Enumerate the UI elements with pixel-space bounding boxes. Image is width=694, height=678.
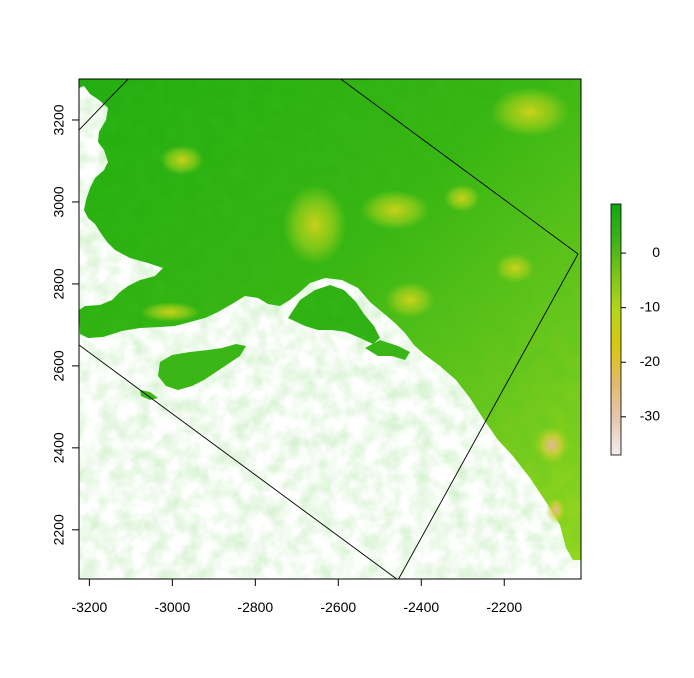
highland-yellow-2 <box>360 190 430 230</box>
terrain-texture <box>79 79 581 579</box>
boundary-line-west-top <box>79 79 129 131</box>
y-tick-label: 3000 <box>51 186 67 217</box>
x-tick-label: -3200 <box>71 599 107 615</box>
x-tick-label: -2200 <box>486 599 522 615</box>
y-axis: 2200 2400 2600 2800 3000 3200 <box>51 104 80 545</box>
legend-bar <box>610 203 622 456</box>
highland-pink-1 <box>534 425 570 465</box>
x-axis: -3200 -3000 -2800 -2600 -2400 -2200 <box>71 578 522 615</box>
x-tick-label: -2800 <box>237 599 273 615</box>
boundary-line-south-west <box>79 344 398 579</box>
highland-yellow-1 <box>283 185 347 265</box>
highland-yellow-5 <box>490 87 570 137</box>
highland-yellow-3 <box>444 184 480 212</box>
y-tick-label: 2200 <box>51 514 67 545</box>
boundary-line-north-east <box>339 79 579 255</box>
y-tick-label: 2800 <box>51 268 67 299</box>
legend-tick-label: -30 <box>640 408 660 424</box>
y-tick-label: 2600 <box>51 350 67 381</box>
y-tick-label: 2400 <box>51 432 67 463</box>
elevation-raster <box>79 79 581 579</box>
highland-yellow-6 <box>140 302 200 322</box>
y-tick-label: 3200 <box>51 104 67 135</box>
highland-pink-2 <box>546 496 566 524</box>
x-tick-label: -2600 <box>320 599 356 615</box>
legend-tick-label: -10 <box>640 298 660 314</box>
highland-yellow-4 <box>495 253 535 283</box>
legend-colorbar: 0 -10 -20 -30 <box>610 203 660 456</box>
x-tick-label: -2400 <box>403 599 439 615</box>
legend-tick-label: 0 <box>652 244 660 260</box>
boundary-line-east-south <box>398 253 579 579</box>
x-tick-label: -3000 <box>154 599 190 615</box>
highland-yellow-7 <box>160 145 204 175</box>
legend-tick-label: -20 <box>640 353 660 369</box>
boundary-lines <box>79 79 579 579</box>
highland-yellow-8 <box>385 282 435 318</box>
